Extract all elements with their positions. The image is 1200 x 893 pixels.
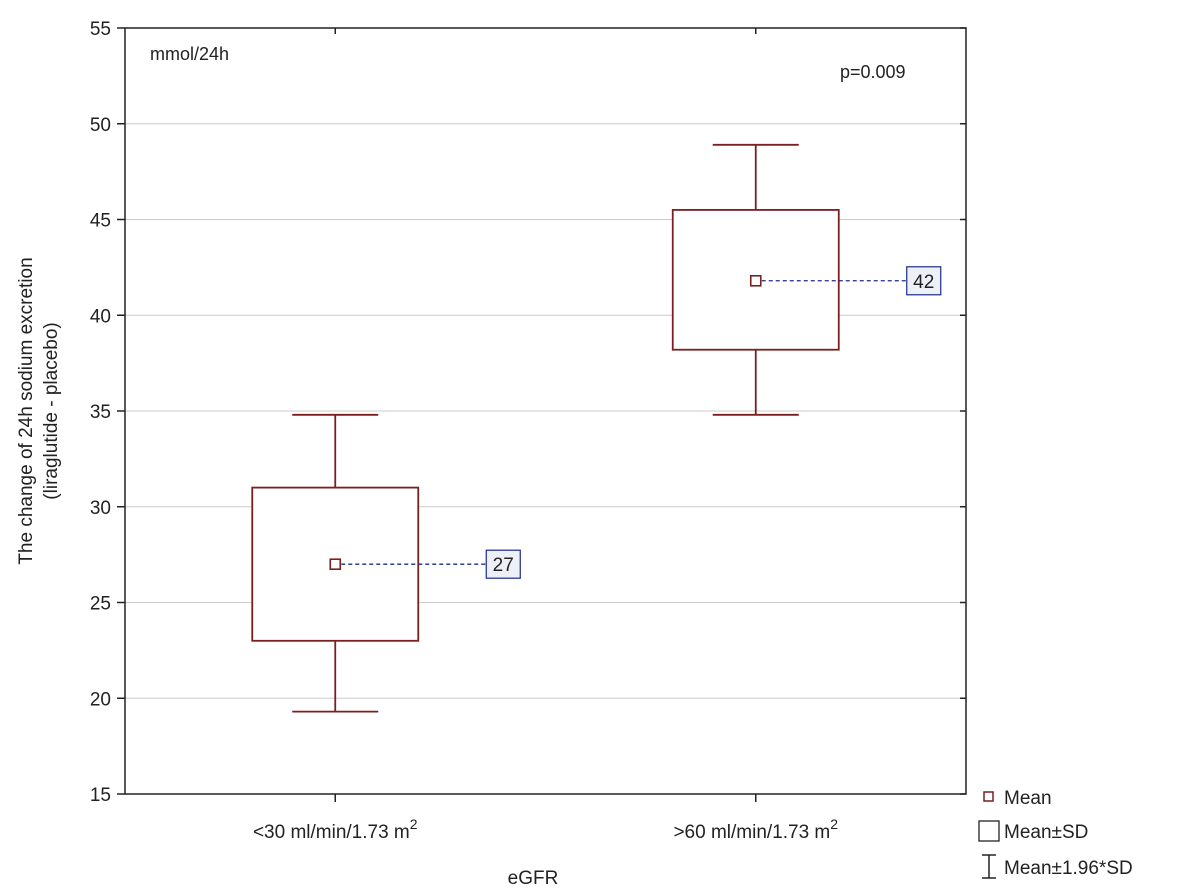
grid-lines xyxy=(125,123,966,699)
mean-marker xyxy=(329,558,342,571)
boxes: 27 42 xyxy=(251,143,942,713)
mean-marker xyxy=(749,274,762,287)
legend-mean-label: Mean xyxy=(1004,788,1052,809)
y-tick-label: 45 xyxy=(90,211,111,232)
y-tick-label: 30 xyxy=(90,498,111,519)
x-tick-label: <30 ml/min/1.73 m2 xyxy=(253,816,418,843)
y-axis-title-line-1: The change of 24h sodium excretion xyxy=(16,257,37,564)
legend: Mean Mean±SD Mean±1.96*SD xyxy=(978,788,1133,879)
x-tick-label: >60 ml/min/1.73 m2 xyxy=(673,816,838,843)
legend-sd-box-symbol xyxy=(978,820,1000,842)
y-tick-label: 40 xyxy=(90,306,111,327)
legend-mean-symbol xyxy=(983,791,994,802)
mean-value-box xyxy=(485,549,521,579)
legend-whisker-symbol xyxy=(982,854,996,879)
units-label: mmol/24h xyxy=(150,44,229,64)
y-axis-ticks: 15 20 25 30 35 40 45 50 55 xyxy=(90,19,966,806)
y-axis-title-line-2: (liraglutide - placebo) xyxy=(41,322,62,499)
y-tick-label: 50 xyxy=(90,115,111,136)
y-tick-label: 35 xyxy=(90,402,111,423)
x-axis-ticks: <30 ml/min/1.73 m2 >60 ml/min/1.73 m2 xyxy=(253,28,838,843)
y-tick-label: 25 xyxy=(90,594,111,615)
x-axis-title: eGFR xyxy=(508,868,559,889)
mean-value-label: 27 xyxy=(493,555,514,576)
legend-sd-label: Mean±SD xyxy=(1004,822,1088,843)
p-value-annotation: p=0.009 xyxy=(840,62,906,82)
mean-value-box xyxy=(906,266,942,296)
y-tick-label: 20 xyxy=(90,689,111,710)
y-tick-label: 15 xyxy=(90,785,111,806)
mean-value-label: 42 xyxy=(913,272,934,293)
y-tick-label: 55 xyxy=(90,19,111,40)
legend-ci-label: Mean±1.96*SD xyxy=(1004,858,1133,879)
